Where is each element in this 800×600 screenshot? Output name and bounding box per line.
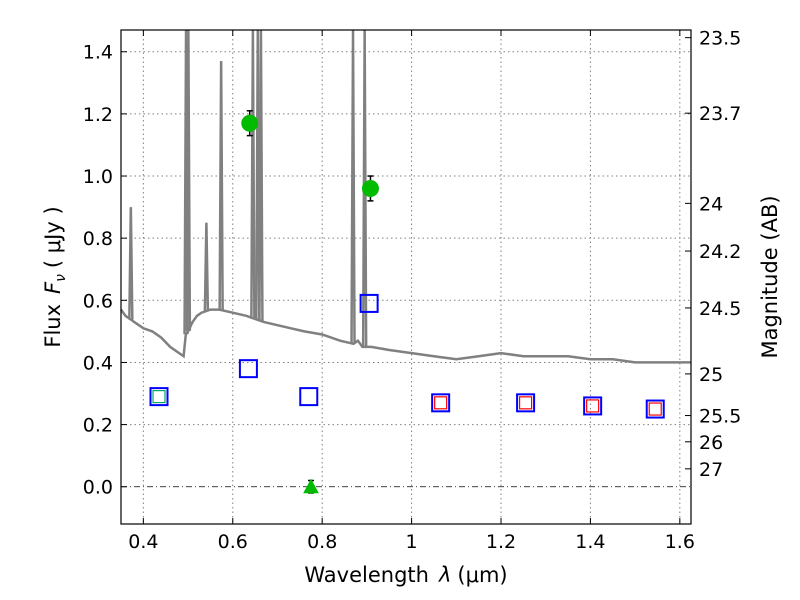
x-tick-label: 1.4 bbox=[575, 531, 605, 553]
model-flux-square-inner bbox=[152, 390, 166, 404]
model-flux-square-inner bbox=[434, 396, 448, 410]
y-tick-label: 1.4 bbox=[83, 42, 113, 64]
x-tick-label: 1 bbox=[406, 531, 418, 553]
y-tick-label: 0.6 bbox=[83, 290, 113, 312]
emission-line bbox=[218, 61, 224, 311]
model-flux-square bbox=[645, 399, 665, 419]
photometry-point bbox=[241, 114, 259, 132]
emission-line bbox=[128, 207, 134, 320]
mag-tick-label: 25 bbox=[699, 364, 723, 386]
model-flux-square bbox=[359, 293, 379, 313]
x-tick-label: 1.6 bbox=[665, 531, 695, 553]
model-flux-square-inner bbox=[518, 396, 533, 410]
x-tick-label: 0.4 bbox=[128, 531, 158, 553]
photometry-point bbox=[361, 179, 379, 197]
mag-tick-label: 26 bbox=[699, 432, 723, 454]
y-tick-label: 0.8 bbox=[83, 228, 113, 250]
model-flux-square-inner bbox=[648, 402, 662, 416]
mag-tick-label: 23.7 bbox=[699, 103, 741, 125]
model-flux-square bbox=[238, 359, 258, 379]
y-tick-label: 0.0 bbox=[83, 477, 113, 499]
y2-axis-title: Magnitude (AB) bbox=[758, 195, 782, 358]
axis-layer: 0.4 0.6 0.8 1 1.2 1.4 1.6 0.0 0.2 0.4 0.6 0.8 1.0 1.2… bbox=[83, 28, 742, 553]
x-tick-label: 0.6 bbox=[218, 531, 248, 553]
spectrum-layer bbox=[119, 29, 691, 364]
mag-tick-label: 23.5 bbox=[699, 28, 741, 50]
grid-layer bbox=[121, 30, 691, 524]
emission-line bbox=[258, 29, 264, 321]
emission-line bbox=[250, 29, 256, 319]
model-flux-square bbox=[149, 387, 169, 407]
model-flux-square bbox=[583, 396, 603, 416]
y-tick-label: 1.2 bbox=[83, 104, 113, 126]
mag-tick-label: 24 bbox=[699, 193, 723, 215]
emission-line bbox=[203, 222, 210, 312]
x-tick-label: 0.8 bbox=[307, 531, 337, 553]
mag-tick-label: 25.5 bbox=[699, 406, 741, 428]
model-flux-square bbox=[516, 393, 536, 413]
emission-line bbox=[350, 29, 356, 344]
x-tick-label: 1.2 bbox=[486, 531, 516, 553]
mag-tick-label: 27 bbox=[699, 459, 723, 481]
model-flux-square bbox=[299, 387, 319, 407]
mag-tick-label: 24.2 bbox=[699, 241, 741, 263]
y-tick-label: 1.0 bbox=[83, 166, 113, 188]
upper-limit-point bbox=[303, 478, 319, 494]
plot-frame bbox=[120, 29, 692, 525]
y-tick-label: 0.4 bbox=[83, 352, 113, 374]
y-axis-title: FluxFν( μJy ) bbox=[41, 206, 69, 347]
x-axis-title: Wavelength λ (μm) bbox=[304, 563, 507, 587]
marker-layer bbox=[149, 110, 665, 494]
mag-tick-label: 24.5 bbox=[699, 298, 741, 320]
model-flux-square bbox=[431, 393, 451, 413]
model-flux-square-inner bbox=[586, 399, 600, 413]
spectrum-continuum bbox=[119, 308, 691, 364]
y-tick-label: 0.2 bbox=[83, 415, 113, 437]
